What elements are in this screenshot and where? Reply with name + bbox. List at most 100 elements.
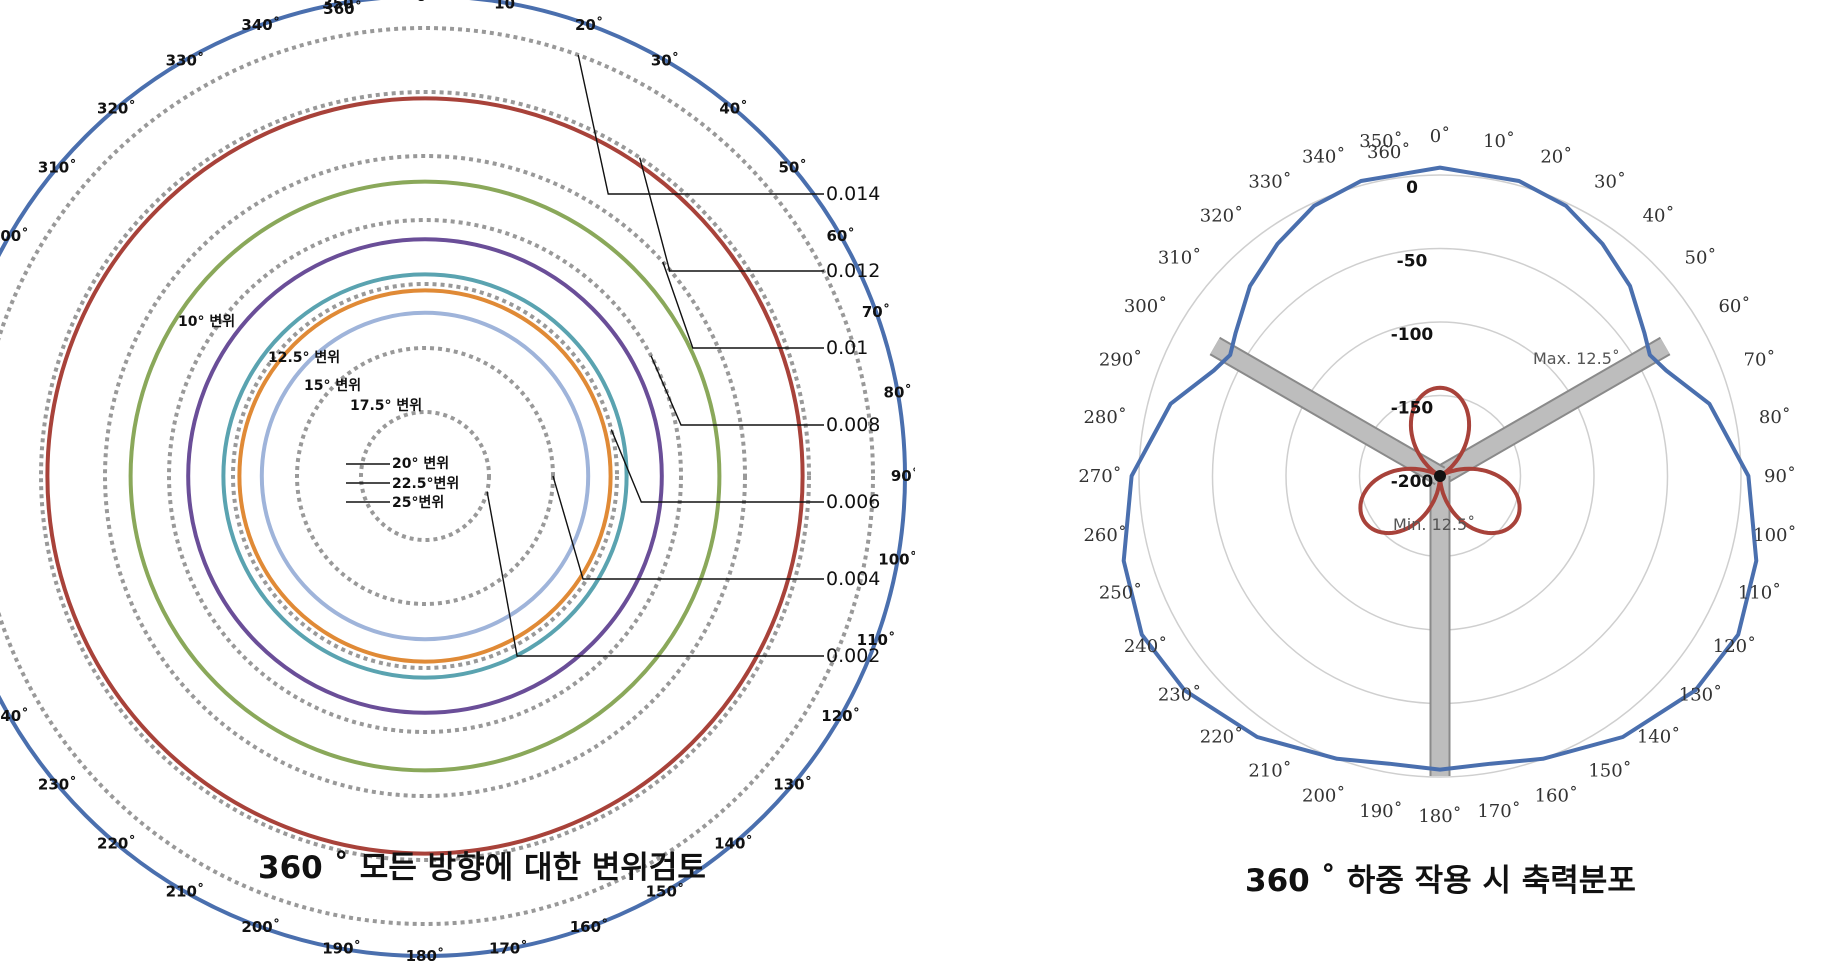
angle-label: 310˚	[38, 158, 77, 176]
angle-label: 180˚	[1418, 805, 1461, 827]
series-label: 22.5°변위	[392, 476, 459, 492]
displacement-polar-chart: 0˚ 10˚ 20˚ 30˚ 40˚ 50˚ 60˚ 70˚ 80˚ 90˚ 100˚ 110˚ 120…	[0, 0, 915, 965]
beam	[1435, 338, 1670, 484]
series-label: 20° 변위	[392, 456, 449, 472]
series-label: 10° 변위	[178, 314, 235, 330]
angle-label: 60˚	[1718, 295, 1750, 317]
angle-label: 100˚	[1753, 524, 1796, 546]
angle-label: 20˚	[1540, 146, 1572, 168]
angle-label: 50˚	[779, 158, 807, 176]
series-circle-3	[186, 237, 664, 715]
displacement-chart-panel: 0˚ 10˚ 20˚ 30˚ 40˚ 50˚ 60˚ 70˚ 80˚ 90˚ 100˚ 110˚ 120…	[0, 0, 915, 965]
axial-force-chart-title: 360 ˚ 하중 작용 시 축력분포	[1245, 863, 1636, 899]
angle-label: 200˚	[241, 918, 280, 936]
angle-label: 130˚	[1679, 684, 1722, 706]
radial-value-label: 0.002	[826, 645, 880, 667]
angle-label: 170˚	[489, 940, 528, 958]
angle-label: 0˚	[416, 0, 434, 5]
angle-label: 110˚	[857, 631, 896, 649]
angle-label: 350˚	[322, 0, 361, 12]
angle-label: 170˚	[1477, 800, 1520, 822]
angle-label: 220˚	[1200, 725, 1243, 747]
radial-value-label: 0.01	[826, 337, 868, 359]
leader-line	[610, 429, 824, 503]
angle-label: 250˚	[1099, 581, 1142, 603]
angle-label: 340˚	[241, 16, 280, 34]
angle-label: 140˚	[1637, 725, 1680, 747]
angle-label: 150˚	[1588, 759, 1631, 781]
series-label: 25°변위	[392, 495, 444, 511]
angle-label: 120˚	[1713, 635, 1756, 657]
angle-label: 330˚	[1248, 171, 1291, 193]
angle-label: 160˚	[1535, 784, 1578, 806]
angle-label: 50˚	[1685, 246, 1717, 268]
series-label: 15° 변위	[304, 378, 361, 394]
series-circle-1	[45, 96, 805, 856]
angle-label: 360˚	[1367, 141, 1410, 163]
series-circle-5	[237, 288, 613, 664]
angle-label: 260˚	[1083, 524, 1126, 546]
angle-label: 130˚	[773, 776, 812, 794]
series-circle-2	[128, 179, 722, 773]
angle-label: 150˚	[646, 883, 685, 901]
leader-line	[486, 491, 824, 657]
angle-label: 280˚	[1083, 406, 1126, 428]
angle-label: 0˚	[1430, 125, 1450, 147]
dotted-reference-circle	[231, 282, 619, 670]
radial-value-label: 0.004	[826, 568, 880, 590]
series-circle-4	[221, 272, 629, 680]
angle-label: 10˚	[494, 0, 522, 12]
radial-value-label: 0.008	[826, 414, 880, 436]
angle-label: 350˚	[1359, 130, 1402, 152]
angle-label: 70˚	[1744, 349, 1776, 371]
radial-tick-label: 0	[1406, 178, 1418, 198]
grid-circle	[1138, 174, 1742, 778]
angle-label: 300˚	[1124, 295, 1167, 317]
angle-label: 210˚	[166, 883, 205, 901]
angle-label: 190˚	[1359, 800, 1402, 822]
angle-label: 30˚	[1594, 171, 1626, 193]
angle-label: 20˚	[575, 16, 603, 34]
max-annotation: Max. 12.5˚	[1533, 349, 1620, 368]
angle-label: 290˚	[1099, 349, 1142, 371]
series-label: 17.5° 변위	[350, 398, 422, 414]
angle-label: 230˚	[1158, 684, 1201, 706]
radial-tick-label: -150	[1391, 399, 1434, 419]
beam	[1210, 338, 1445, 484]
displacement-chart-title: 360 ˚ 모든 방향에 대한 변위검토	[258, 850, 706, 886]
angle-label: 220˚	[97, 835, 136, 853]
angle-label: 80˚	[884, 384, 912, 402]
angle-label: 70˚	[862, 303, 890, 321]
angle-label: 320˚	[1200, 205, 1243, 227]
radial-tick-label: -100	[1391, 325, 1434, 345]
angle-label: 60˚	[827, 227, 855, 245]
dotted-reference-circle	[167, 218, 683, 734]
dotted-reference-circle	[103, 154, 747, 798]
angle-label: 230˚	[38, 776, 77, 794]
series-circle-0	[0, 0, 907, 958]
angle-label: 10˚	[1483, 130, 1515, 152]
angle-label: 300˚	[0, 227, 29, 245]
series-circle-6	[259, 310, 591, 642]
angle-label: 190˚	[322, 940, 361, 958]
radial-value-label: 0.006	[826, 491, 880, 513]
radial-tick-label: -50	[1397, 252, 1428, 272]
angle-label: 100˚	[878, 550, 915, 568]
radial-tick-label: -200	[1391, 472, 1434, 492]
angle-label: 360˚	[323, 0, 362, 18]
angle-label: 160˚	[570, 918, 609, 936]
angle-label: 180˚	[406, 947, 445, 965]
angle-label: 80˚	[1759, 406, 1791, 428]
radial-value-label: 0.014	[826, 183, 880, 205]
angle-label: 120˚	[821, 707, 860, 725]
angle-label: 200˚	[1302, 784, 1345, 806]
angle-label: 90˚	[1764, 465, 1796, 487]
outer-axial-curve	[1121, 165, 1759, 772]
angle-label: 210˚	[1248, 759, 1291, 781]
leader-line	[662, 261, 824, 349]
angle-label: 330˚	[166, 51, 205, 69]
leader-line	[552, 475, 824, 580]
angle-label: 30˚	[651, 51, 679, 69]
dotted-reference-circle	[0, 26, 875, 926]
center-dot	[1434, 470, 1446, 482]
